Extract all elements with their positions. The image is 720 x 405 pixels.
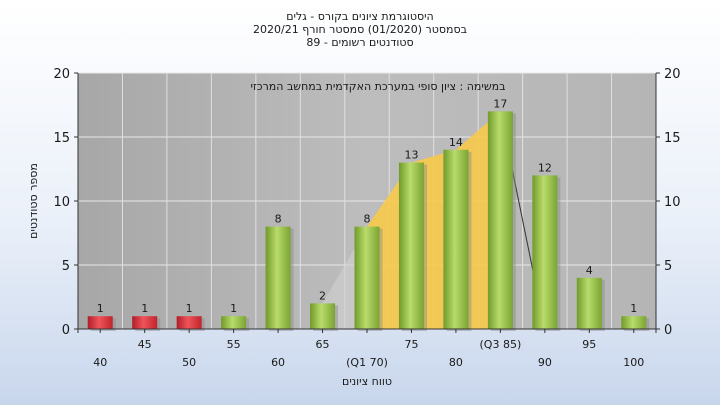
bar-75 <box>398 162 424 329</box>
data-label-7: 13 <box>404 149 418 162</box>
y-tick-label-left-10: 10 <box>53 195 70 210</box>
x-tick-label-7: 75 <box>404 338 418 351</box>
bar-40 <box>87 316 113 329</box>
data-label-5: 2 <box>319 289 326 302</box>
y-tick-label-right-0: 0 <box>664 323 672 338</box>
bar-60 <box>265 226 291 329</box>
chart-subtitle: במשימה : ציון סופי במערכת האקדמית במחשב … <box>251 80 506 93</box>
bar-55 <box>221 316 247 329</box>
data-label-3: 1 <box>230 302 237 315</box>
bar-80 <box>443 149 469 329</box>
bar-100 <box>621 316 647 329</box>
title-line-2: בסמסטר (01/2020) סמסטר חורף 2020/21 <box>253 23 467 36</box>
x-tick-label-2: 50 <box>182 356 196 369</box>
data-label-4: 8 <box>275 213 282 226</box>
y-tick-label-left-15: 15 <box>53 131 70 146</box>
y-axis-title: מספר סטודנטים <box>27 163 40 239</box>
x-tick-label-1: 45 <box>138 338 152 351</box>
data-label-12: 1 <box>630 302 637 315</box>
data-labels: 1 1 1 1 8 2 8 13 14 17 12 4 1 <box>97 97 638 315</box>
data-label-6: 8 <box>364 213 371 226</box>
bar-65 <box>310 303 336 329</box>
y-tick-label-right-10: 10 <box>664 195 681 210</box>
x-tick-label-4: 60 <box>271 356 285 369</box>
y-tick-label-right-20: 20 <box>664 67 681 82</box>
bar-(Q3 85) <box>487 111 513 330</box>
bar-(Q1 70) <box>354 226 380 329</box>
x-tick-label-8: 80 <box>449 356 463 369</box>
y-tick-label-right-5: 5 <box>664 259 672 274</box>
data-label-9: 17 <box>493 97 507 110</box>
x-tick-label-6: (Q1 70) <box>346 356 388 369</box>
x-tick-label-12: 100 <box>623 356 644 369</box>
y-tick-label-left-20: 20 <box>53 67 70 82</box>
data-label-10: 12 <box>538 161 552 174</box>
data-label-2: 1 <box>186 302 193 315</box>
y-tick-label-right-15: 15 <box>664 131 681 146</box>
y-tick-label-left-5: 5 <box>62 259 70 274</box>
data-label-1: 1 <box>141 302 148 315</box>
bar-series <box>87 111 650 332</box>
chart-title: היסטוגרמת ציונים בקורס - גלים בסמסטר (01… <box>0 10 720 49</box>
x-axis-title: טווח ציונים <box>342 375 392 388</box>
bar-45 <box>132 316 158 329</box>
x-tick-label-10: 90 <box>538 356 552 369</box>
title-line-1: היסטוגרמת ציונים בקורס - גלים <box>286 10 434 23</box>
title-line-3: סטודנטים רשומים - 89 <box>306 36 414 49</box>
data-label-0: 1 <box>97 302 104 315</box>
x-tick-label-9: (Q3 85) <box>480 338 522 351</box>
y-tick-label-left-0: 0 <box>62 323 70 338</box>
x-tick-label-0: 40 <box>93 356 107 369</box>
x-tick-label-11: 95 <box>582 338 596 351</box>
x-tick-label-5: 65 <box>316 338 330 351</box>
bar-95 <box>576 277 602 329</box>
x-tick-label-3: 55 <box>227 338 241 351</box>
data-label-11: 4 <box>586 264 593 277</box>
bar-90 <box>532 175 558 329</box>
data-label-8: 14 <box>449 136 463 149</box>
bar-50 <box>176 316 202 329</box>
grid-lines <box>77 72 657 330</box>
